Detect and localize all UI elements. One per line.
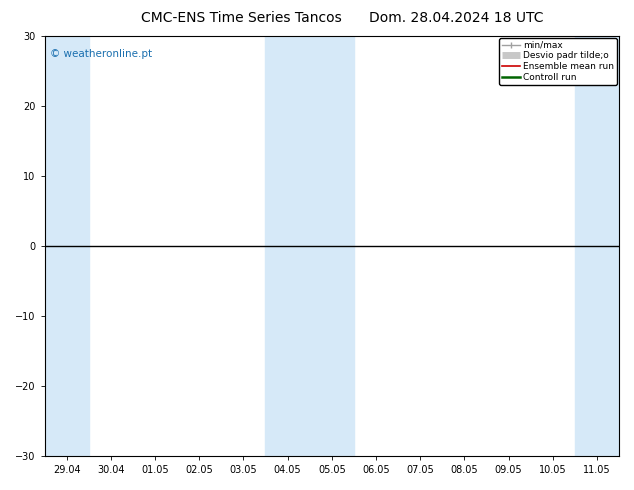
Text: Dom. 28.04.2024 18 UTC: Dom. 28.04.2024 18 UTC	[369, 11, 544, 25]
Bar	[575, 36, 619, 456]
Text: CMC-ENS Time Series Tancos: CMC-ENS Time Series Tancos	[141, 11, 341, 25]
Bar	[288, 36, 354, 456]
Text: © weatheronline.pt: © weatheronline.pt	[50, 49, 152, 59]
Bar	[44, 36, 89, 456]
Legend: min/max, Desvio padr tilde;o, Ensemble mean run, Controll run: min/max, Desvio padr tilde;o, Ensemble m…	[499, 38, 617, 85]
Bar	[266, 36, 309, 456]
